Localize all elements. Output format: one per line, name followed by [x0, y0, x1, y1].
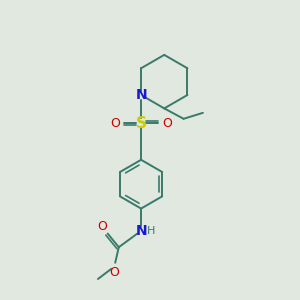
Text: N: N: [135, 88, 147, 102]
Text: O: O: [110, 117, 120, 130]
Text: O: O: [110, 266, 119, 279]
Text: O: O: [162, 117, 172, 130]
Text: O: O: [98, 220, 107, 233]
Text: N: N: [135, 224, 147, 238]
Text: H: H: [146, 226, 155, 236]
Text: S: S: [136, 116, 147, 131]
